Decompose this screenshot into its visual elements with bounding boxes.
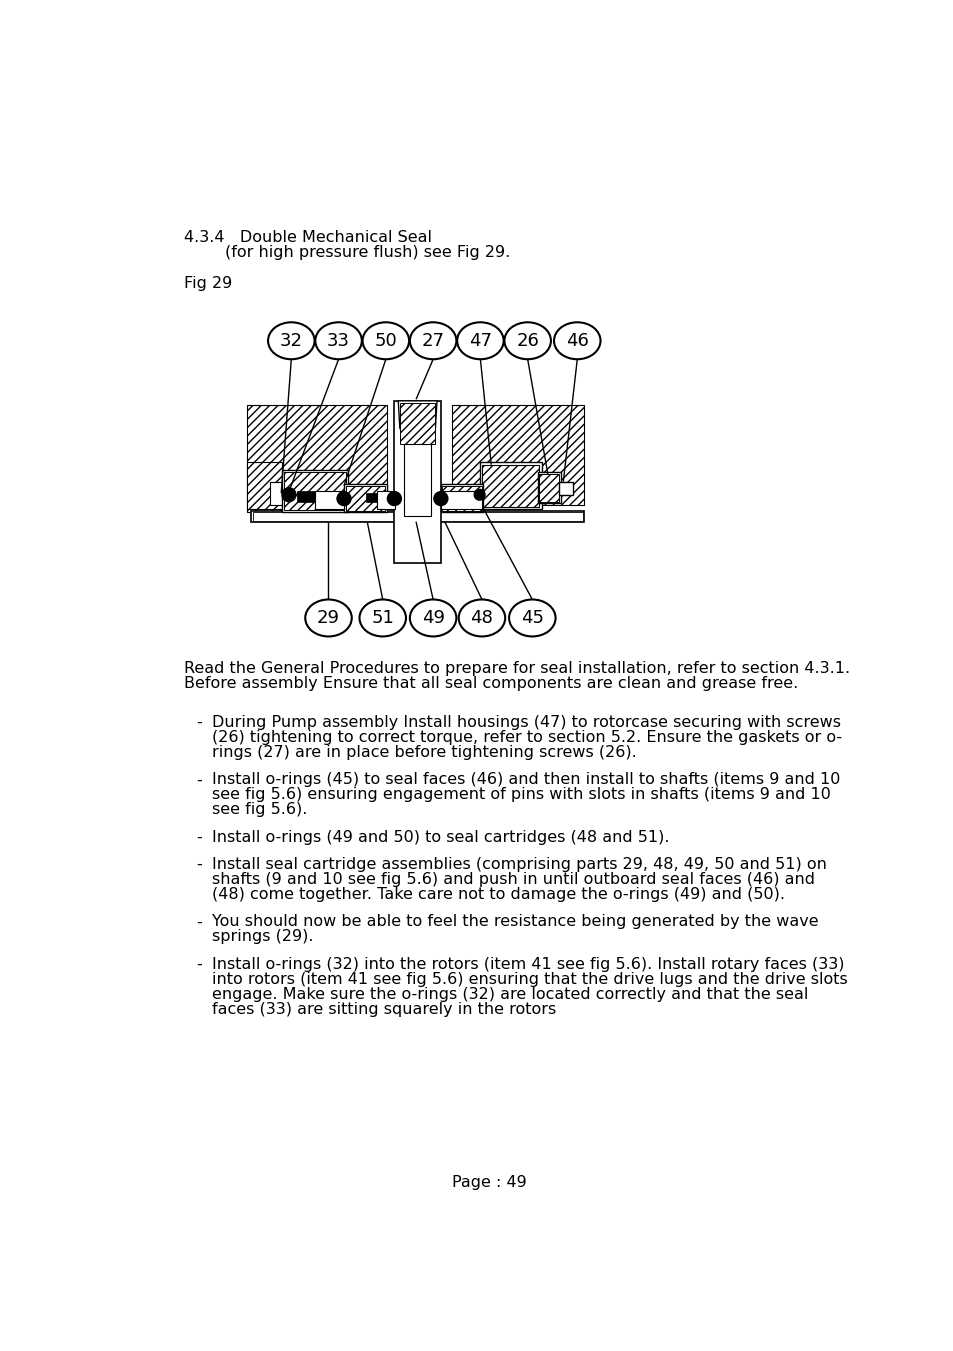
Text: Read the General Procedures to prepare for seal installation, refer to section 4: Read the General Procedures to prepare f… [183, 661, 849, 676]
Text: see fig 5.6).: see fig 5.6). [212, 802, 307, 817]
Text: -: - [196, 857, 202, 871]
Bar [440, 490, 481, 509]
Text: Page : 49: Page : 49 [451, 1174, 526, 1190]
Text: 4.3.4   Double Mechanical Seal: 4.3.4 Double Mechanical Seal [183, 230, 431, 245]
Bar [479, 462, 541, 508]
Text: springs (29).: springs (29). [212, 929, 314, 944]
Text: rings (27) are in place before tightening screws (26).: rings (27) are in place before tightenin… [212, 744, 637, 761]
Bar [394, 401, 440, 562]
Text: 45: 45 [520, 609, 543, 627]
Circle shape [434, 492, 447, 505]
Bar [344, 484, 386, 512]
Ellipse shape [456, 323, 503, 359]
Text: 46: 46 [565, 332, 588, 350]
Bar [297, 490, 314, 501]
Text: faces (33) are sitting squarely in the rotors: faces (33) are sitting squarely in the r… [212, 1002, 556, 1017]
Text: 33: 33 [327, 332, 350, 350]
Text: into rotors (item 41 see fig 5.6) ensuring that the drive lugs and the drive slo: into rotors (item 41 see fig 5.6) ensuri… [212, 971, 847, 986]
Text: 27: 27 [421, 332, 444, 350]
Text: You should now be able to feel the resistance being generated by the wave: You should now be able to feel the resis… [212, 915, 818, 929]
Text: Install o-rings (49 and 50) to seal cartridges (48 and 51).: Install o-rings (49 and 50) to seal cart… [212, 830, 669, 844]
Bar [251, 511, 583, 523]
Text: 48: 48 [470, 609, 493, 627]
Bar [270, 482, 286, 505]
Bar [247, 462, 282, 508]
Bar [345, 485, 385, 511]
Bar [452, 405, 583, 505]
Text: -: - [196, 915, 202, 929]
Text: -: - [196, 773, 202, 788]
Text: 49: 49 [421, 609, 444, 627]
Text: engage. Make sure the o-rings (32) are located correctly and that the seal: engage. Make sure the o-rings (32) are l… [212, 986, 808, 1002]
Polygon shape [397, 401, 436, 446]
Text: shafts (9 and 10 see fig 5.6) and push in until outboard seal faces (46) and: shafts (9 and 10 see fig 5.6) and push i… [212, 871, 815, 888]
Text: 29: 29 [316, 609, 339, 627]
Bar [538, 474, 558, 501]
Ellipse shape [315, 323, 361, 359]
Circle shape [474, 489, 484, 500]
Text: 50: 50 [375, 332, 396, 350]
Ellipse shape [458, 600, 505, 636]
Bar [377, 490, 395, 509]
Text: During Pump assembly Install housings (47) to rotorcase securing with screws: During Pump assembly Install housings (4… [212, 715, 841, 730]
Text: 26: 26 [516, 332, 538, 350]
Text: Install o-rings (45) to seal faces (46) and then install to shafts (items 9 and : Install o-rings (45) to seal faces (46) … [212, 773, 840, 788]
Ellipse shape [362, 323, 409, 359]
Ellipse shape [504, 323, 550, 359]
Text: (48) come together. Take care not to damage the o-rings (49) and (50).: (48) come together. Take care not to dam… [212, 888, 784, 902]
Ellipse shape [410, 600, 456, 636]
Bar [481, 465, 538, 507]
Text: (26) tightening to correct torque, refer to section 5.2. Ensure the gaskets or o: (26) tightening to correct torque, refer… [212, 730, 841, 744]
Bar [247, 405, 386, 512]
Text: -: - [196, 715, 202, 730]
Circle shape [336, 492, 351, 505]
Text: 51: 51 [371, 609, 394, 627]
Bar [440, 484, 483, 512]
Bar [404, 444, 431, 516]
Bar [537, 473, 560, 503]
Text: see fig 5.6) ensuring engagement of pins with slots in shafts (items 9 and 10: see fig 5.6) ensuring engagement of pins… [212, 788, 830, 802]
Ellipse shape [410, 323, 456, 359]
Circle shape [282, 488, 295, 501]
Bar [284, 473, 345, 511]
Bar [253, 512, 582, 521]
Text: 47: 47 [469, 332, 492, 350]
Text: 32: 32 [279, 332, 302, 350]
Bar [399, 403, 435, 444]
Ellipse shape [305, 600, 352, 636]
Ellipse shape [359, 600, 406, 636]
Bar [558, 482, 572, 494]
Text: (for high pressure flush) see Fig 29.: (for high pressure flush) see Fig 29. [183, 245, 509, 259]
Bar [366, 493, 377, 503]
Bar [314, 490, 344, 509]
Text: Before assembly Ensure that all seal components are clean and grease free.: Before assembly Ensure that all seal com… [183, 676, 797, 690]
Text: Install o-rings (32) into the rotors (item 41 see fig 5.6). Install rotary faces: Install o-rings (32) into the rotors (it… [212, 957, 843, 971]
Text: -: - [196, 957, 202, 971]
Circle shape [387, 492, 401, 505]
Text: Install seal cartridge assemblies (comprising parts 29, 48, 49, 50 and 51) on: Install seal cartridge assemblies (compr… [212, 857, 826, 871]
Ellipse shape [554, 323, 599, 359]
Text: -: - [196, 830, 202, 844]
Ellipse shape [268, 323, 314, 359]
Bar [282, 470, 348, 512]
Bar [442, 485, 481, 511]
Ellipse shape [509, 600, 555, 636]
Text: Fig 29: Fig 29 [183, 276, 232, 290]
